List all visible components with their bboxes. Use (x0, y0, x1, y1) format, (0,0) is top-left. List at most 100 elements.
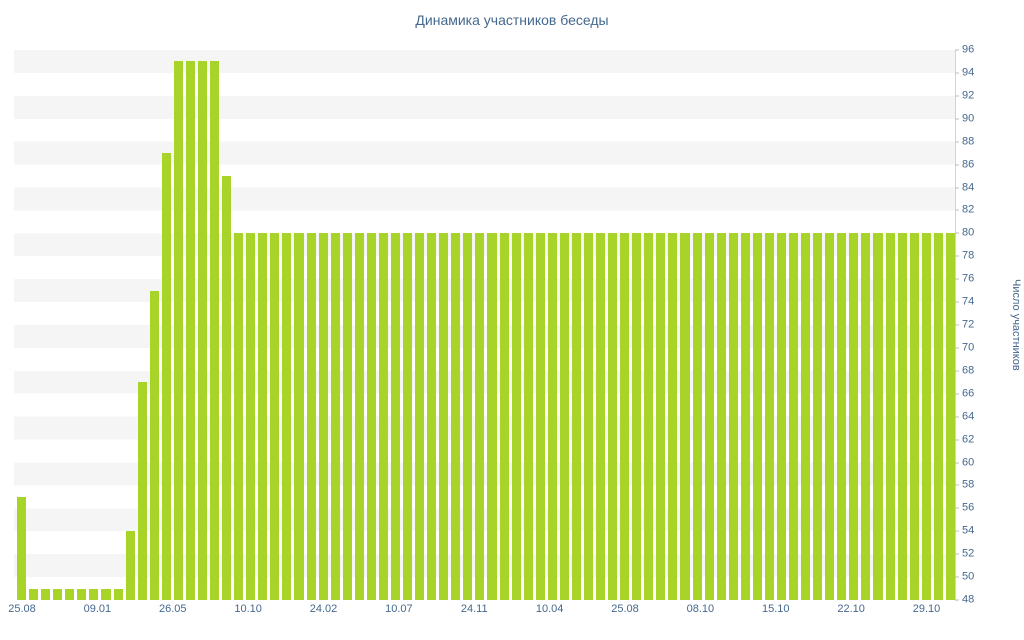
bar (403, 233, 413, 600)
bar (342, 233, 352, 600)
bar (53, 588, 63, 600)
x-axis-label: 22.10 (837, 603, 865, 615)
bar (499, 233, 509, 600)
bar (632, 233, 642, 600)
bar (475, 233, 485, 600)
bar (427, 233, 437, 600)
y-axis-tick: 58 (955, 478, 975, 491)
bar (608, 233, 618, 600)
tick-mark (955, 232, 959, 234)
x-axis-label: 15.10 (761, 603, 790, 615)
tick-mark (955, 484, 959, 486)
tick-mark (955, 118, 959, 120)
bar (583, 233, 593, 600)
bar (921, 233, 931, 600)
bar (692, 233, 702, 600)
bar (487, 233, 497, 600)
bar (41, 588, 51, 600)
bar (897, 233, 907, 600)
bar (137, 382, 147, 600)
bar (789, 233, 799, 600)
y-axis-title: Число участников (1010, 279, 1022, 371)
bar (656, 233, 666, 600)
bar (801, 233, 811, 600)
bar (197, 61, 207, 600)
bar (620, 233, 630, 600)
bar (222, 176, 232, 600)
tick-label: 92 (962, 89, 975, 102)
plot-area (14, 50, 955, 600)
bar (330, 233, 340, 600)
bar (415, 233, 425, 600)
y-axis-tick: 54 (955, 524, 975, 537)
x-axis-label: 24.02 (309, 603, 338, 615)
y-axis-tick: 50 (955, 571, 974, 583)
y-axis-tick: 66 (955, 388, 974, 399)
x-axis-label: 24.11 (460, 603, 488, 615)
tick-label: 60 (962, 456, 975, 468)
bar (463, 233, 473, 600)
y-axis-tick: 70 (955, 342, 974, 353)
tick-mark (955, 49, 959, 51)
bar (210, 61, 220, 600)
bar (294, 233, 304, 600)
tick-label: 88 (962, 135, 975, 148)
tick-label: 78 (962, 249, 975, 262)
x-axis-label: 08.10 (686, 603, 715, 615)
tick-mark (955, 462, 959, 463)
y-axis-tick: 62 (955, 434, 974, 445)
bar (945, 233, 955, 600)
tick-label: 64 (962, 410, 975, 423)
bar (861, 233, 871, 600)
bar (65, 588, 75, 600)
tick-label: 54 (962, 524, 975, 537)
y-axis-tick: 96 (955, 43, 975, 56)
bar (378, 233, 388, 600)
y-axis-tick: 72 (955, 319, 974, 331)
bar (547, 233, 557, 600)
bar (909, 233, 919, 600)
bar (29, 588, 39, 600)
y-axis-tick: 90 (955, 113, 974, 124)
tick-mark (955, 530, 959, 532)
tick-label: 96 (962, 43, 975, 56)
tick-mark (955, 393, 959, 395)
bar (89, 588, 99, 600)
bar (77, 588, 87, 600)
bar (270, 233, 280, 600)
x-axis-label: 10.07 (385, 603, 413, 615)
bar (258, 233, 268, 600)
y-axis-tick: 88 (955, 136, 974, 147)
bar (740, 233, 750, 600)
tick-mark (955, 278, 959, 280)
tick-mark (955, 187, 959, 188)
x-axis-label: 25.08 (611, 603, 639, 615)
x-axis-label: 29.10 (912, 603, 941, 615)
bar (704, 233, 714, 600)
x-axis-label: 10.10 (234, 603, 262, 615)
tick-mark (955, 141, 959, 143)
bar (282, 233, 292, 600)
tick-mark (955, 553, 959, 555)
bar (354, 233, 364, 600)
tick-label: 52 (962, 547, 975, 560)
bars-container (14, 50, 955, 600)
tick-label: 68 (962, 364, 975, 377)
chart-title: Динамика участников беседы (415, 12, 609, 28)
x-axis-labels: 25.08 09.01 26.05 10.10 24.02 10.07 24.11 10.04… (8, 603, 955, 619)
bar (17, 496, 27, 600)
bar (776, 233, 786, 600)
bar (873, 233, 883, 600)
tick-label: 74 (962, 295, 975, 308)
bar (668, 233, 678, 600)
y-axis-tick: 48 (955, 594, 974, 606)
bar (173, 61, 183, 600)
tick-mark (955, 599, 959, 601)
bar (644, 233, 654, 600)
y-axis-tick: 60 (955, 457, 974, 468)
tick-mark (955, 416, 959, 418)
tick-label: 58 (962, 478, 975, 491)
tick-mark (955, 347, 959, 349)
y-axis-tick: 86 (955, 159, 974, 170)
